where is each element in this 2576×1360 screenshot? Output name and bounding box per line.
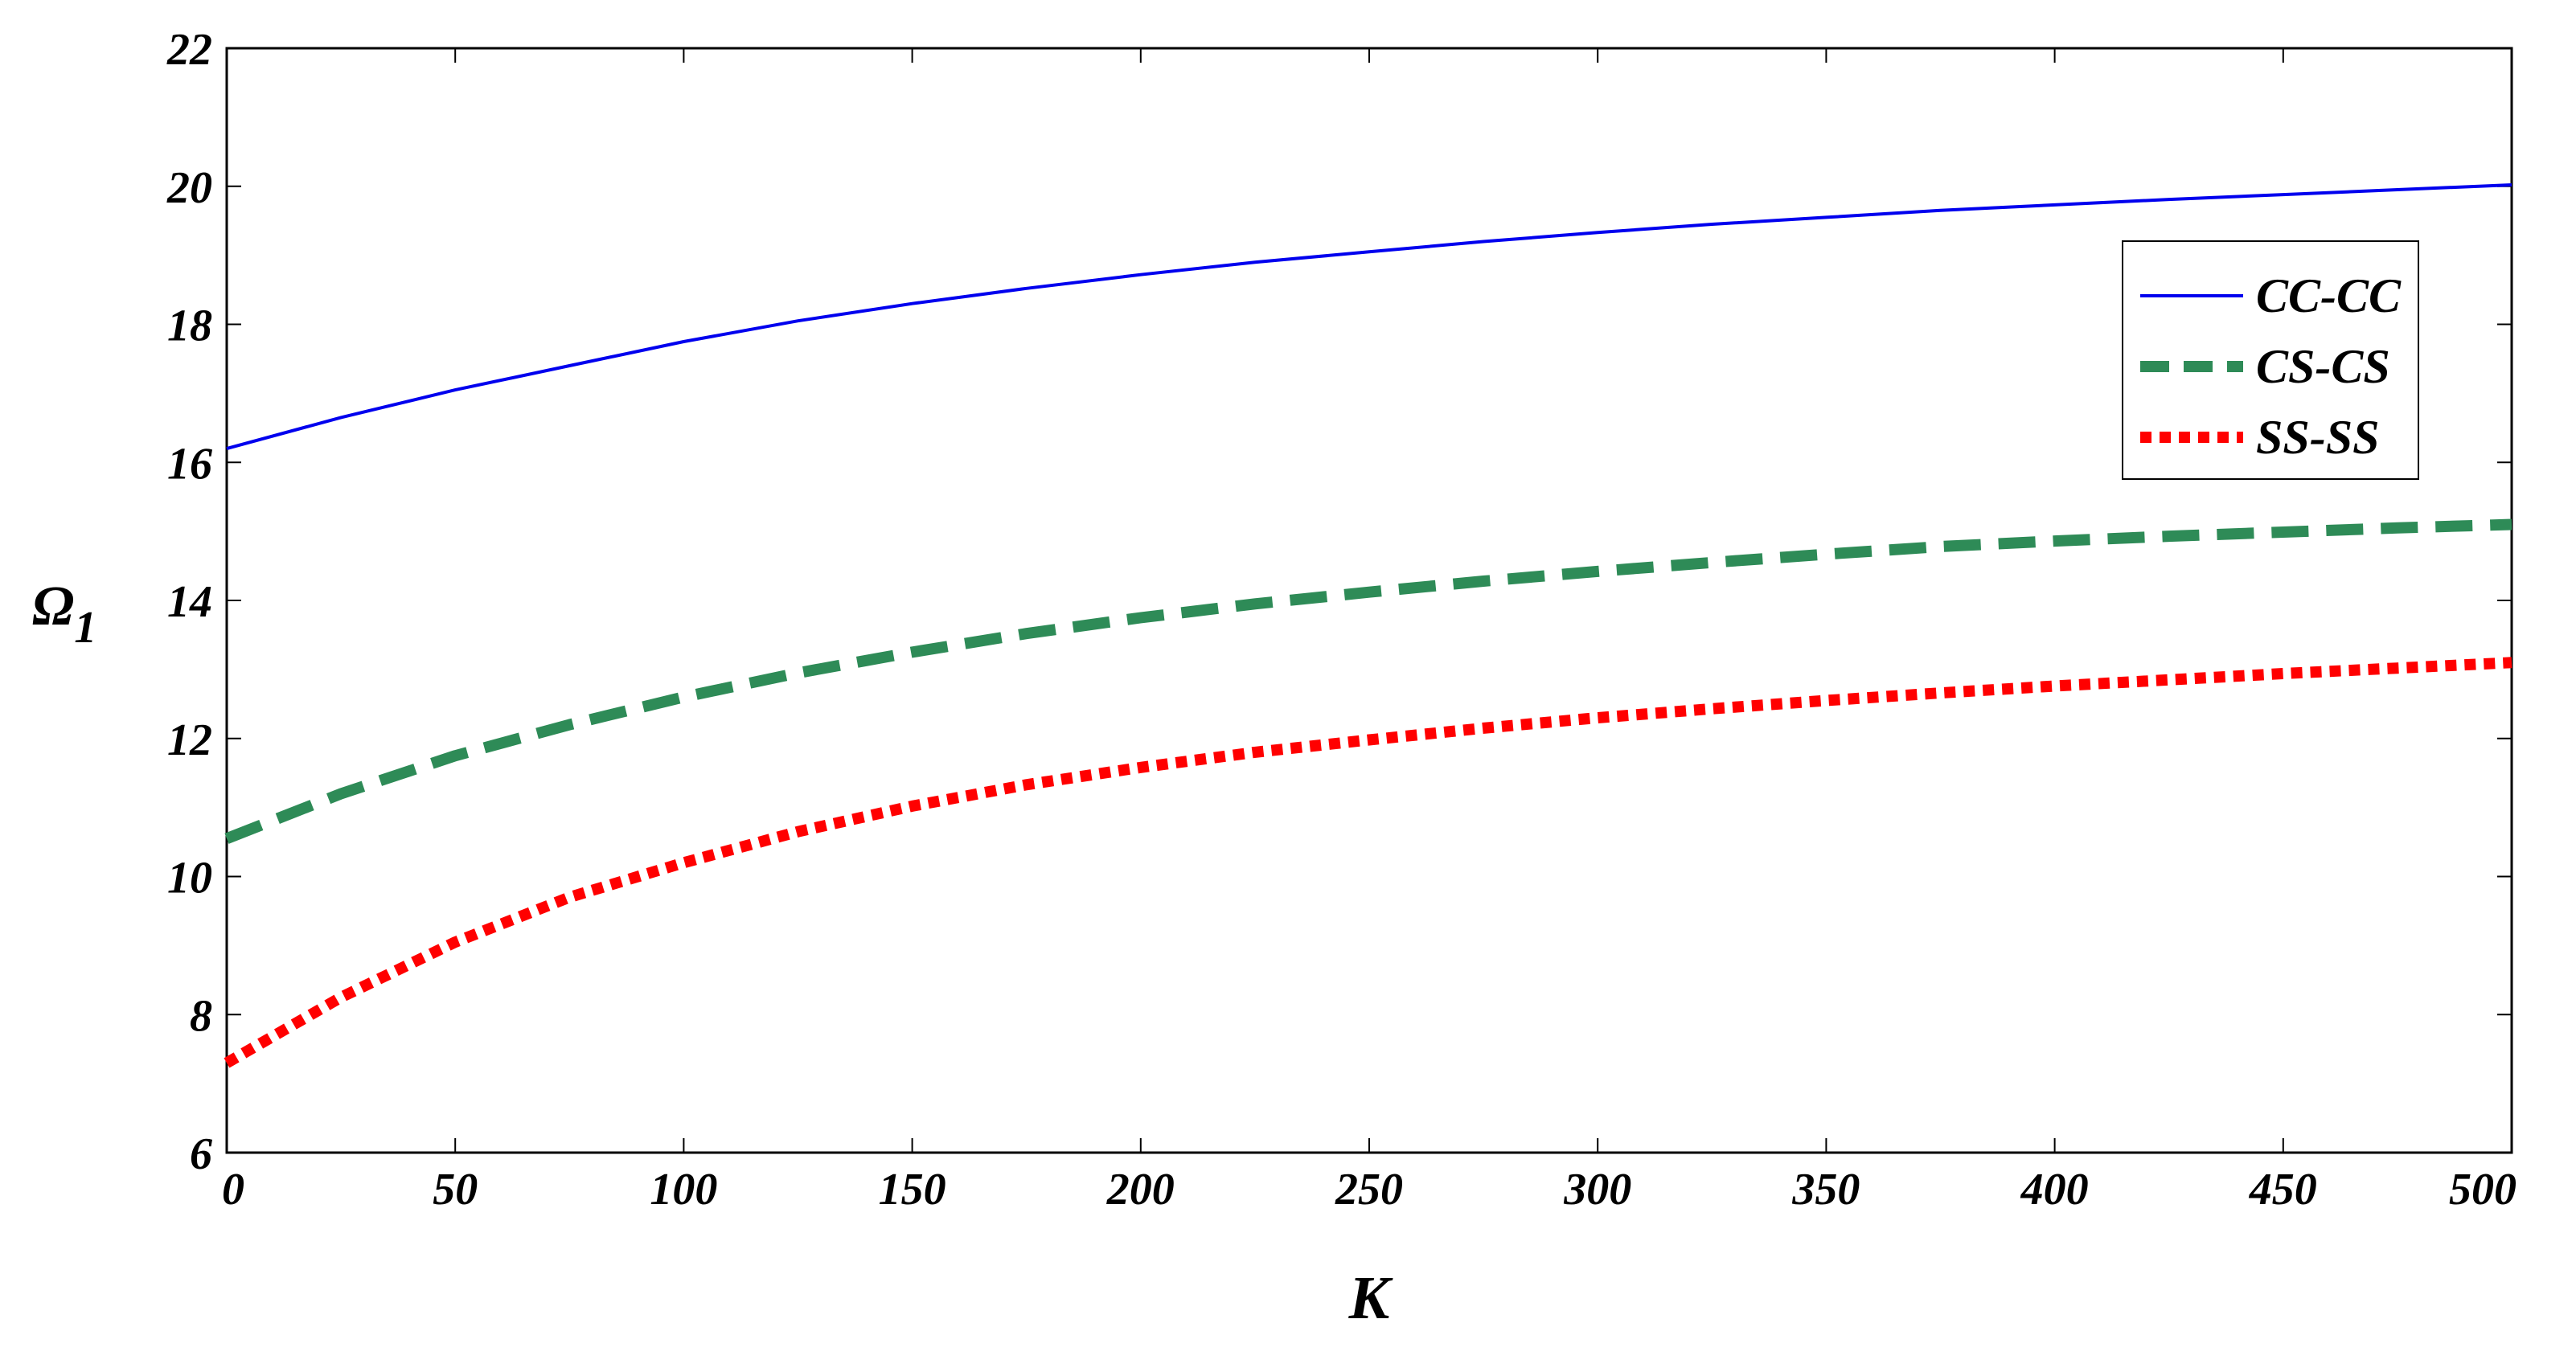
y-tick-label: 18 — [167, 301, 212, 351]
x-tick-label: 150 — [879, 1165, 946, 1215]
y-tick-label: 12 — [167, 715, 212, 765]
y-tick-label: 20 — [166, 163, 212, 213]
x-tick-label: 100 — [650, 1165, 717, 1215]
x-tick-label: 350 — [1791, 1165, 1860, 1215]
x-tick-label: 50 — [433, 1165, 478, 1215]
legend-label-ss-ss: SS-SS — [2256, 411, 2379, 464]
y-tick-label: 8 — [190, 991, 212, 1041]
x-tick-label: 300 — [1563, 1165, 1631, 1215]
axis-tick-labels: 0 50 100 150 200 250 300 350 400 450 500 6 8 10 12 14 16… — [166, 25, 2517, 1215]
x-tick-label: 400 — [2020, 1165, 2089, 1215]
series-line-cs-cs — [224, 518, 2512, 844]
x-tick-label: 200 — [1106, 1165, 1175, 1215]
y-tick-label: 16 — [167, 439, 212, 489]
y-tick-label: 6 — [190, 1129, 212, 1179]
legend-box — [2122, 240, 2419, 480]
x-tick-label: 0 — [222, 1165, 244, 1215]
legend-label-cc-cc: CC-CC — [2256, 269, 2402, 322]
legend-label-cs-cs: CS-CS — [2256, 340, 2390, 393]
y-tick-label: 14 — [167, 577, 212, 627]
y-axis-title-symbol: Ω — [32, 576, 74, 637]
y-axis-title: Ω1 — [32, 576, 96, 653]
legend: CC-CC CS-CS SS-SS — [2122, 240, 2419, 480]
series-line-cc-cc — [226, 183, 2512, 451]
x-tick-label: 250 — [1335, 1165, 1403, 1215]
series-line-ss-ss — [224, 657, 2512, 1068]
y-axis-title-subscript: 1 — [74, 603, 96, 653]
y-tick-label: 22 — [166, 25, 212, 75]
x-tick-label: 500 — [2449, 1165, 2517, 1215]
x-tick-label: 450 — [2249, 1165, 2317, 1215]
series-lines — [224, 183, 2512, 1068]
x-axis-title: K — [1348, 1264, 1393, 1332]
y-tick-label: 10 — [167, 854, 212, 903]
